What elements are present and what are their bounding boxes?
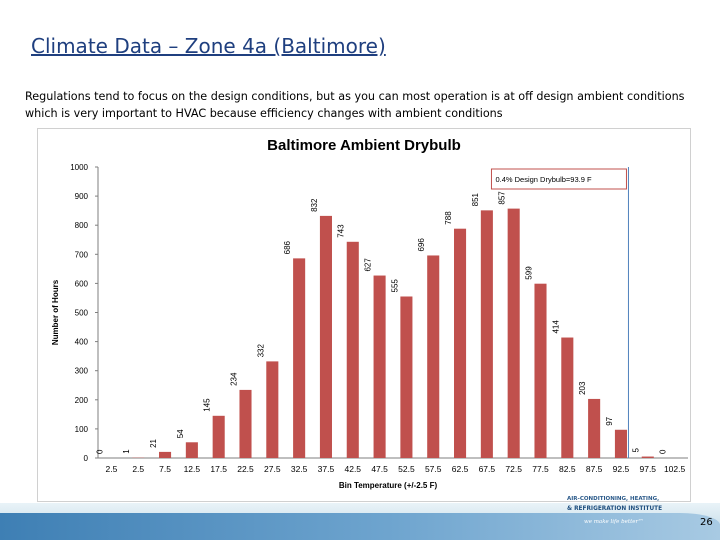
bar: [266, 361, 279, 458]
bar: [185, 442, 198, 458]
bar: [614, 429, 627, 458]
bar: [239, 389, 252, 458]
slide-subtitle: Regulations tend to focus on the design …: [25, 90, 685, 120]
y-tick-label: 800: [75, 221, 89, 230]
bar: [507, 208, 520, 458]
bar: [373, 275, 386, 458]
data-label: 97: [605, 416, 614, 425]
x-tick-label: 17.5: [210, 464, 227, 474]
footer-swoosh: [0, 513, 720, 540]
y-tick-label: 100: [75, 425, 89, 434]
annotation-box: [490, 168, 627, 190]
bars: [132, 208, 654, 458]
x-tick-label: 42.5: [344, 464, 361, 474]
data-label: 5: [632, 448, 641, 453]
data-label: 696: [417, 238, 426, 252]
y-tick-label: 500: [75, 309, 89, 318]
data-label: 203: [578, 381, 587, 395]
x-tick-label: 22.5: [237, 464, 254, 474]
bar: [346, 241, 359, 458]
data-label: 0: [659, 449, 668, 454]
data-label: 555: [390, 279, 399, 293]
x-tick-label: 57.5: [425, 464, 442, 474]
org-line: AIR-CONDITIONING, HEATING,: [567, 496, 660, 502]
x-tick-label: 37.5: [318, 464, 335, 474]
data-label: 1: [122, 449, 131, 454]
data-label: 414: [551, 320, 560, 334]
data-label: 54: [176, 429, 185, 438]
data-label: 788: [444, 211, 453, 225]
bar: [641, 456, 654, 458]
x-tick-label: 77.5: [532, 464, 549, 474]
y-tick-label: 1000: [70, 163, 88, 172]
x-tick-label: 62.5: [452, 464, 469, 474]
data-label: 332: [256, 343, 265, 357]
data-label: 832: [310, 198, 319, 212]
y-tick-label: 200: [75, 396, 89, 405]
data-label: 234: [229, 372, 238, 386]
chart-area: Baltimore Ambient Drybulb 0 100 200 300 400 5…: [37, 128, 691, 502]
y-tick-label: 300: [75, 367, 89, 376]
x-tick-label: 92.5: [613, 464, 630, 474]
bar: [212, 415, 225, 458]
x-tick-label: 2.5: [105, 464, 117, 474]
x-tick-label: 67.5: [479, 464, 496, 474]
bar: [427, 255, 440, 458]
data-label: 21: [149, 438, 158, 447]
x-tick-label: 87.5: [586, 464, 603, 474]
y-tick-label: 700: [75, 250, 89, 259]
x-tick-label: 7.5: [159, 464, 171, 474]
data-labels: 0 1 21 54 145 234 332 686 832 743 627 555 696 788 851 8…: [95, 191, 667, 454]
x-axis-title: Bin Temperature (+/-2.5 F): [339, 481, 438, 490]
data-label: 0: [95, 449, 104, 454]
bar: [480, 210, 493, 458]
data-label: 627: [364, 258, 373, 272]
x-tick-label: 97.5: [639, 464, 656, 474]
slide-title: Climate Data – Zone 4a (Baltimore): [31, 34, 386, 58]
x-tick-label: 47.5: [371, 464, 388, 474]
org-name: & REFRIGERATION INSTITUTE: [567, 506, 663, 512]
x-axis: 2.5 2.5 7.5 12.5 17.5 22.5 27.5 32.5 37.5 42.5 47.…: [98, 457, 688, 474]
data-label: 145: [203, 398, 212, 412]
bar: [319, 215, 332, 458]
data-label: 599: [524, 266, 533, 280]
x-tick-label: 52.5: [398, 464, 415, 474]
bar: [454, 228, 467, 458]
x-tick-label: 72.5: [505, 464, 522, 474]
page-number: 26: [700, 517, 713, 528]
annotation-text: 0.4% Design Drybulb=93.9 F: [495, 175, 592, 184]
y-tick-label: 900: [75, 192, 89, 201]
x-tick-label: 102.5: [664, 464, 686, 474]
bar: [561, 337, 574, 458]
data-label: 851: [471, 192, 480, 206]
x-tick-label: 2.5: [132, 464, 144, 474]
bar: [400, 296, 413, 458]
y-tick-label: 0: [84, 454, 89, 463]
bar: [293, 258, 306, 458]
chart-title: Baltimore Ambient Drybulb: [267, 137, 461, 154]
footer-bar: [0, 503, 720, 540]
x-tick-label: 32.5: [291, 464, 308, 474]
data-label: 686: [283, 240, 292, 254]
x-tick-label: 12.5: [184, 464, 201, 474]
bar: [159, 451, 172, 458]
x-tick-label: 82.5: [559, 464, 576, 474]
bar: [588, 398, 601, 458]
y-tick-label: 600: [75, 279, 89, 288]
bar: [534, 283, 547, 458]
bar-chart: Baltimore Ambient Drybulb 01002003004005…: [51, 137, 688, 490]
data-label: 857: [498, 191, 507, 205]
y-tick-label: 400: [75, 338, 89, 347]
tagline: we make life better™: [584, 519, 644, 525]
x-tick-label: 27.5: [264, 464, 281, 474]
data-label: 743: [337, 224, 346, 238]
y-axis-title: Number of Hours: [51, 279, 60, 345]
y-axis: 0 100 200 300 400 500 600 700 800 900 1000: [70, 163, 99, 463]
